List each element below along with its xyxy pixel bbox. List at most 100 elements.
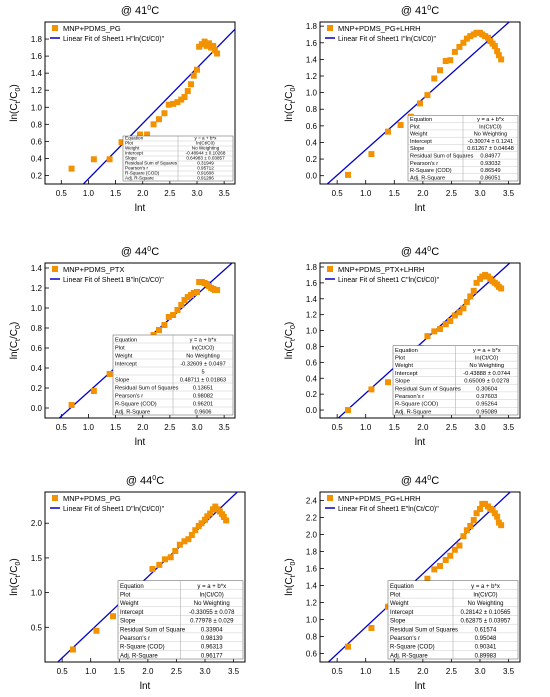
ylabel-part: /C <box>9 91 20 101</box>
x-tick-label: 3.5 <box>219 423 231 432</box>
chart-title: @ 440C <box>126 475 164 487</box>
legend-label-data: MNP+PDMS_PTX+LHRH <box>338 265 424 274</box>
data-point <box>178 302 185 308</box>
x-tick-label: 3.5 <box>219 189 231 198</box>
y-tick-label: 1.6 <box>306 39 318 48</box>
ylabel-part: ln(C <box>284 341 295 359</box>
stats-row-label: R-Square (COD) <box>410 168 452 174</box>
y-tick-label: 0.8 <box>306 633 318 642</box>
data-point <box>368 386 375 393</box>
stats-row-value: y = a + b*x <box>197 584 226 590</box>
ylabel-part: ) <box>9 322 20 325</box>
ylabel-part: ) <box>284 322 295 325</box>
data-point <box>181 297 188 303</box>
stats-row-label: Plot <box>115 345 125 351</box>
y-tick-label: 0.4 <box>31 154 43 163</box>
x-axis-label: lnt <box>415 681 426 692</box>
ylabel-subscript: t <box>290 101 297 103</box>
stats-row-value: 0.91286 <box>197 175 214 180</box>
y-tick-label: 0.2 <box>31 171 43 180</box>
data-point <box>424 333 431 340</box>
y-tick-label: 0.6 <box>31 137 43 146</box>
stats-row-value: ln(Ct/C0) <box>479 124 502 130</box>
stats-row-value: 0.31949 <box>197 160 214 165</box>
data-point <box>68 402 75 408</box>
legend-label-data: MNP+PDMS_PG+LHRH <box>338 24 421 33</box>
data-point <box>491 510 498 517</box>
ylabel-part: ln(C <box>9 577 20 595</box>
stats-row-label: Residual Sum of Square <box>120 627 186 633</box>
data-point <box>184 294 191 300</box>
stats-row-label: Residual Sum of Squares <box>115 385 179 391</box>
x-tick-label: 2.0 <box>137 189 149 198</box>
data-point <box>90 156 97 163</box>
chart-title: @ 440C <box>401 246 439 258</box>
data-point <box>223 517 230 524</box>
chart-title: @ 410C <box>401 5 439 17</box>
ylabel-subscript: 0 <box>15 325 22 329</box>
y-tick-label: 1.6 <box>31 52 43 61</box>
data-point <box>198 520 205 527</box>
ylabel-part: /C <box>9 565 20 575</box>
data-point <box>181 538 188 545</box>
chart-title: @ 440C <box>401 475 439 487</box>
data-point <box>106 156 113 163</box>
data-point <box>345 643 351 650</box>
data-point <box>442 321 449 328</box>
stats-row-label: Plot <box>125 140 134 145</box>
stats-row-value: 0.77978 ± 0.029 <box>190 619 234 625</box>
data-point <box>431 75 438 82</box>
y-tick-label: 0.0 <box>31 404 43 413</box>
stats-row-value: 0.84977 <box>480 154 500 160</box>
data-point <box>437 325 443 332</box>
legend-label-data: MNP+PDMS_PG <box>63 494 121 503</box>
stats-row-value: 0.28142 ± 0.10565 <box>460 610 511 616</box>
data-point <box>202 516 208 523</box>
data-point <box>495 52 502 59</box>
stats-row-value: -0.48944 ± 0.10268 <box>186 150 226 155</box>
stats-row-label: Weight <box>390 601 409 607</box>
y-tick-label: 0.6 <box>306 650 318 659</box>
ylabel-subscript: 0 <box>290 561 297 565</box>
stats-row-value: 0.96201 <box>193 401 213 407</box>
stats-row-value: y = a + b*x <box>473 348 501 354</box>
stats-row-label: Weight <box>115 353 133 359</box>
legend-marker <box>327 495 333 501</box>
data-point <box>207 510 214 517</box>
data-point <box>190 72 197 79</box>
x-tick-label: 2.0 <box>142 667 154 676</box>
data-point <box>211 47 218 54</box>
degree-sign: 0 <box>147 5 151 12</box>
stats-row-label: Intercept <box>390 610 414 616</box>
data-point <box>165 314 172 320</box>
degree-sign: 0 <box>427 246 431 253</box>
stats-row-label: Slope <box>125 155 137 160</box>
data-point <box>467 293 474 300</box>
stats-row-label: Plot <box>390 593 401 599</box>
ylabel-part: /C <box>284 329 295 339</box>
x-tick-label: 2.5 <box>164 423 176 432</box>
stats-row-label: Residual Sum of Squares <box>410 154 474 160</box>
plot-frame <box>44 262 236 419</box>
y-tick-label: 1.0 <box>306 327 318 336</box>
x-tick-label: 0.5 <box>56 189 68 198</box>
data-point <box>491 43 498 50</box>
stats-row-label: Weight <box>410 132 428 138</box>
ylabel-subscript: 0 <box>290 87 297 91</box>
data-point <box>110 613 116 620</box>
data-point <box>70 646 76 653</box>
chart-title: @ 440C <box>121 246 159 258</box>
data-point <box>149 566 156 573</box>
data-point <box>192 527 199 534</box>
y-tick-label: 2.0 <box>31 519 43 528</box>
ylabel-part: ln(C <box>9 103 20 121</box>
legend-label-data: MNP+PDMS_PG <box>63 24 121 33</box>
legend-label-fit: Linear Fit of Sheet1 H"ln(Ct/C0)" <box>63 36 165 43</box>
stats-row-value: 0.97603 <box>476 394 497 400</box>
data-point <box>498 56 505 63</box>
x-tick-label: 3.5 <box>503 423 515 432</box>
data-point <box>194 66 200 73</box>
x-tick-label: 3.0 <box>474 189 486 198</box>
y-tick-label: 1.2 <box>306 599 318 608</box>
